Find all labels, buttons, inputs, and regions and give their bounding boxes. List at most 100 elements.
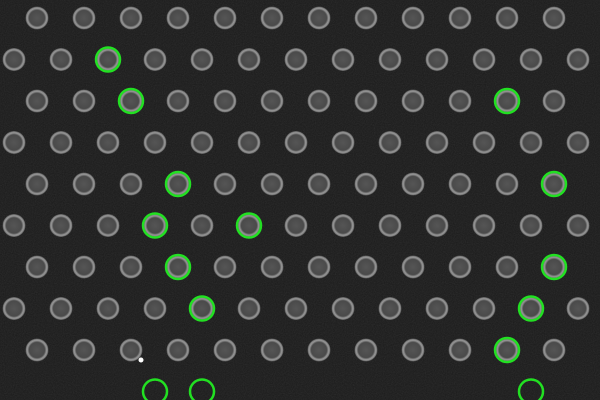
pillar-dot [378,214,402,237]
pillar-dot [49,214,73,237]
pillar-dot [448,255,472,279]
pillar-dot [566,214,590,237]
pillar-dot [448,172,472,196]
highlight-ring [493,87,521,115]
pillar-dot [119,6,143,30]
pillar-dot [284,214,308,237]
pillar-dot [448,338,472,362]
highlight-ring [517,378,545,400]
pillar-dot [2,131,26,154]
pillar-dot [331,48,355,71]
pillar-dot [566,297,590,320]
pillar-dot [96,214,120,237]
pillar-dot [542,89,566,113]
highlight-layer [94,46,568,400]
pillar-dot [143,297,167,320]
highlight-ring [164,253,192,281]
pillar-dot [542,6,566,30]
pillar-dot [190,48,214,71]
pillar-dot [25,172,49,196]
pillar-dot [260,338,284,362]
highlight-ring [188,378,216,400]
pillar-dot [237,48,261,71]
pillar-dot [190,214,214,237]
pillar-dot [260,89,284,113]
pillar-dot [401,255,425,279]
pillar-dot [284,131,308,154]
artifact-layer [138,357,144,363]
pillar-dot [143,48,167,71]
pillar-dot [25,6,49,30]
pillar-dot [401,172,425,196]
pillar-dot [401,89,425,113]
highlight-ring [117,87,145,115]
pillar-dot [472,297,496,320]
pillar-dot [472,131,496,154]
pillar-dot [213,172,237,196]
pillar-dot [166,338,190,362]
pillar-dot [284,297,308,320]
pillar-dot [354,255,378,279]
pillar-dot [49,297,73,320]
pillar-dot [2,297,26,320]
highlight-ring [141,378,169,400]
pillar-dot [284,48,308,71]
pillar-dot [378,297,402,320]
pillar-dot [354,89,378,113]
pillar-dot [354,338,378,362]
pillar-dot [72,172,96,196]
pillar-dot [448,89,472,113]
pillar-dot [72,338,96,362]
pillar-dot [331,297,355,320]
pillar-dot [307,255,331,279]
pillar-dot [542,338,566,362]
pillar-dot [519,214,543,237]
highlight-ring [94,46,122,73]
pillar-dot [25,89,49,113]
highlight-ring [188,295,216,322]
highlight-ring [235,212,263,239]
pillar-dot [519,48,543,71]
pillar-dot [495,6,519,30]
pillar-dot [213,6,237,30]
highlight-ring [164,170,192,198]
pillar-dot [96,297,120,320]
pillar-dot [378,48,402,71]
pillar-dot [49,131,73,154]
pillar-dot [378,131,402,154]
pillar-dot [119,172,143,196]
pillar-dot [448,6,472,30]
pillar-dot [2,214,26,237]
pillar-dot [166,6,190,30]
pillar-dot [213,255,237,279]
pillar-dot [331,214,355,237]
pillar-dot [425,297,449,320]
pillar-dot [566,48,590,71]
pillar-dot [495,255,519,279]
pillar-dot [213,89,237,113]
highlight-ring [517,295,545,322]
pillar-dot [119,255,143,279]
pillar-dot [237,297,261,320]
pillar-dot [260,172,284,196]
bright-speck [138,357,144,363]
highlight-ring [540,253,568,281]
pillar-dot [307,338,331,362]
pillar-dot [307,6,331,30]
highlight-ring [540,170,568,198]
pillar-dot [72,6,96,30]
pillar-dot [260,6,284,30]
pillar-dot [425,131,449,154]
pillar-dot [307,89,331,113]
pillar-dot [72,255,96,279]
pillar-dot [331,131,355,154]
pillar-dot [2,48,26,71]
pillar-dot [25,255,49,279]
pillar-dot [307,172,331,196]
pillar-dot [519,131,543,154]
pillar-dot [143,131,167,154]
pillar-dot [96,131,120,154]
pillar-dot [401,338,425,362]
pillar-dot [72,89,96,113]
